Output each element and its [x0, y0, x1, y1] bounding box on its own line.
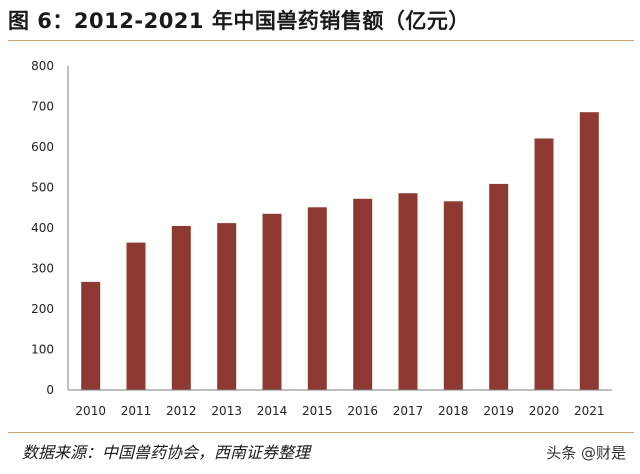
data-source-note: 数据来源：中国兽药协会，西南证券整理 — [22, 443, 311, 462]
footer-divider — [8, 432, 634, 433]
x-tick-label: 2010 — [75, 404, 106, 418]
x-tick-label: 2016 — [347, 404, 378, 418]
bar-2018 — [443, 201, 463, 390]
y-tick-label: 400 — [31, 221, 54, 235]
y-tick-label: 200 — [31, 302, 54, 316]
x-tick-label: 2018 — [438, 404, 469, 418]
x-tick-label: 2012 — [166, 404, 197, 418]
bar-2017 — [398, 193, 418, 390]
bar-2010 — [81, 281, 101, 390]
x-tick-label: 2015 — [302, 404, 333, 418]
x-axis-ticks: 2010 2011 2012 2013 2014 2015 2016 2017 2018 2019… — [75, 404, 604, 418]
x-tick-label: 2019 — [483, 404, 514, 418]
x-tick-label: 2020 — [529, 404, 560, 418]
x-tick-label: 2017 — [393, 404, 424, 418]
bars — [81, 112, 599, 390]
y-tick-label: 500 — [31, 181, 54, 195]
x-tick-label: 2014 — [257, 404, 288, 418]
y-tick-label: 700 — [31, 100, 54, 114]
x-tick-label: 2011 — [121, 404, 152, 418]
y-tick-label: 800 — [31, 59, 54, 73]
bar-2012 — [171, 226, 191, 390]
bar-2019 — [489, 183, 509, 390]
bar-2011 — [126, 242, 146, 390]
y-tick-label: 300 — [31, 262, 54, 276]
bar-2014 — [262, 213, 282, 390]
bar-2020 — [534, 138, 554, 390]
bar-2016 — [353, 198, 373, 390]
y-tick-label: 600 — [31, 140, 54, 154]
bar-2015 — [307, 207, 327, 390]
bar-2021 — [579, 112, 599, 390]
y-axis-ticks: 0 100 200 300 400 500 600 700 800 — [31, 59, 54, 397]
chart-title: 图 6：2012-2021 年中国兽药销售额（亿元） — [8, 9, 470, 33]
watermark: 头条 @财是 — [546, 444, 626, 462]
x-tick-label: 2013 — [211, 404, 242, 418]
bar-2013 — [217, 223, 237, 390]
x-tick-label: 2021 — [574, 404, 605, 418]
y-tick-label: 100 — [31, 343, 54, 357]
title-divider — [8, 40, 634, 41]
y-tick-label: 0 — [46, 383, 54, 397]
